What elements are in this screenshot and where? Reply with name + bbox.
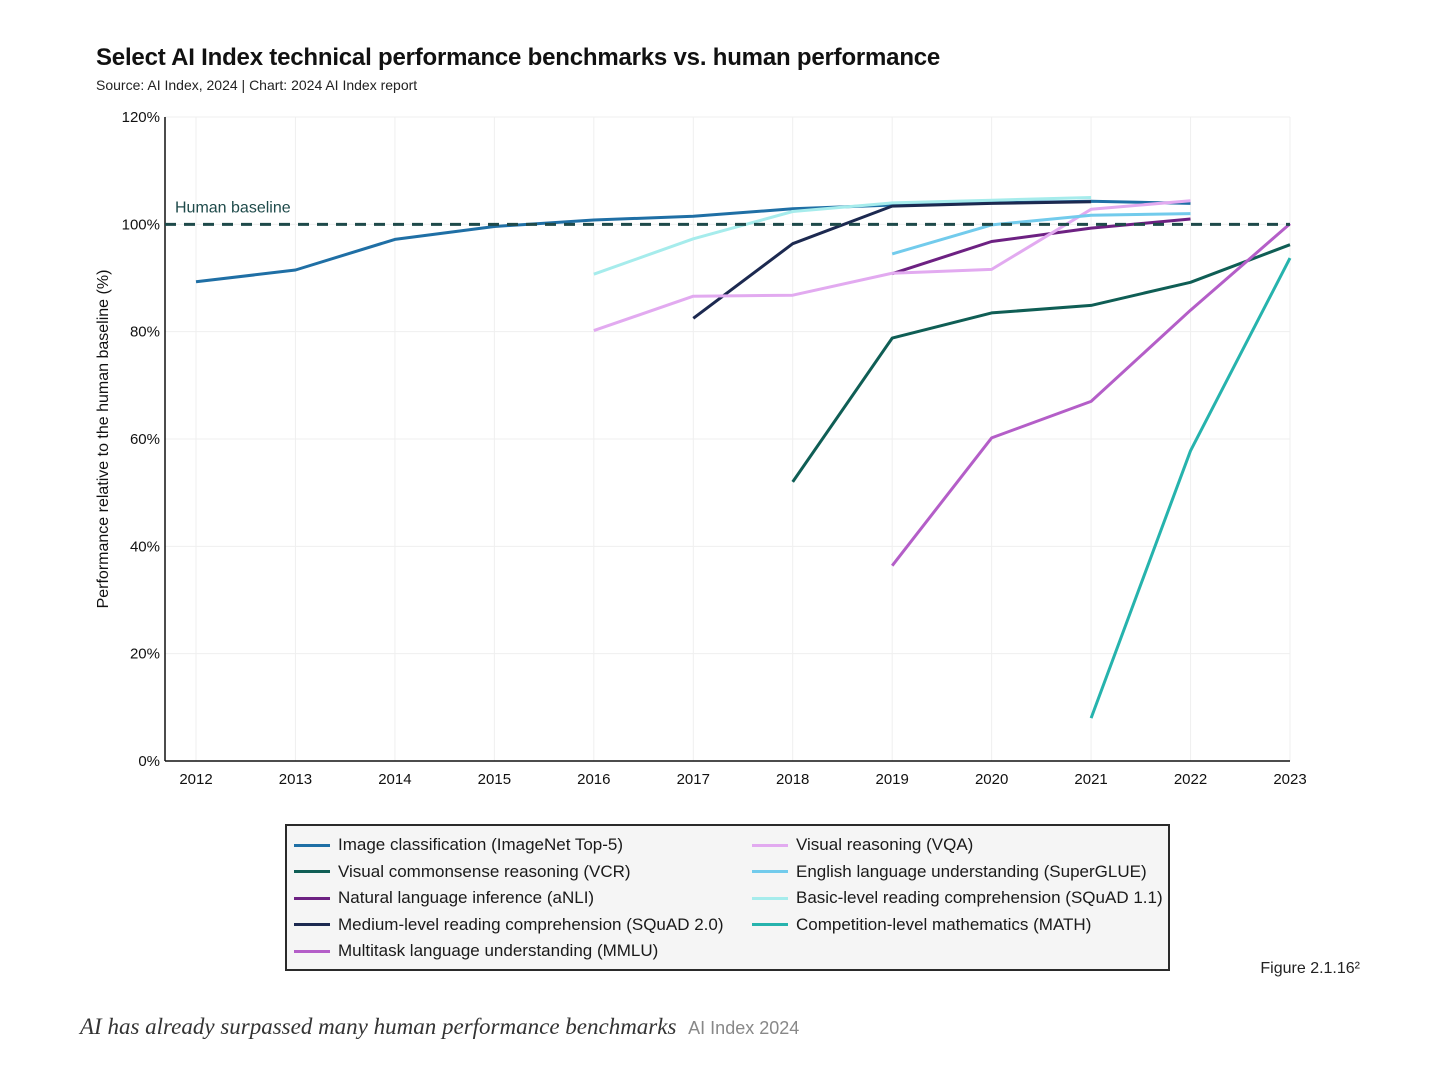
y-tick-label: 20% (130, 646, 160, 663)
x-tick-label: 2022 (1174, 771, 1207, 788)
caption-text: AI has already surpassed many human perf… (80, 1014, 677, 1039)
x-tick-label: 2014 (378, 771, 411, 788)
y-tick-label: 100% (122, 216, 160, 233)
human-baseline-label: Human baseline (175, 199, 291, 216)
y-axis-title: Performance relative to the human baseli… (95, 270, 112, 609)
y-tick-label: 60% (130, 431, 160, 448)
legend-item: Visual commonsense reasoning (VCR) (294, 862, 631, 882)
legend-swatch (752, 923, 788, 926)
x-tick-label: 2021 (1074, 771, 1107, 788)
series-line (891, 222, 1291, 567)
legend-label: Natural language inference (aNLI) (338, 888, 595, 907)
y-tick-label: 80% (130, 324, 160, 341)
legend-swatch (294, 870, 330, 873)
legend-item: English language understanding (SuperGLU… (752, 862, 1147, 882)
series-line (593, 199, 1191, 333)
x-tick-label: 2018 (776, 771, 809, 788)
x-tick-label: 2015 (478, 771, 511, 788)
legend-swatch (294, 843, 330, 847)
caption: AI has already surpassed many human perf… (80, 1014, 799, 1040)
legend-item: Competition-level mathematics (MATH) (752, 915, 1091, 935)
legend-item: Natural language inference (aNLI) (294, 888, 594, 908)
legend-swatch (294, 896, 330, 900)
legend-item: Medium-level reading comprehension (SQuA… (294, 915, 724, 935)
legend-label: Medium-level reading comprehension (SQuA… (338, 914, 724, 934)
legend-swatch (752, 843, 788, 847)
legend-item: Multitask language understanding (MMLU) (294, 941, 658, 961)
legend-label: Visual reasoning (VQA) (796, 835, 974, 854)
legend-item: Basic-level reading comprehension (SQuAD… (752, 888, 1163, 908)
series-line (891, 217, 1191, 276)
series-line (692, 200, 1092, 320)
legend-swatch (294, 923, 330, 926)
series-line (891, 212, 1191, 256)
y-tick-label: 40% (130, 538, 160, 555)
caption-credit: AI Index 2024 (688, 1018, 800, 1038)
legend-label: Image classification (ImageNet Top-5) (338, 835, 624, 854)
series-line (593, 196, 1092, 276)
legend-label: Visual commonsense reasoning (VCR) (338, 861, 631, 881)
legend-label: Basic-level reading comprehension (SQuAD… (796, 888, 1163, 907)
legend-label: Multitask language understanding (MMLU) (338, 941, 659, 960)
x-tick-label: 2019 (875, 771, 908, 788)
x-tick-label: 2013 (279, 771, 312, 788)
legend-item: Image classification (ImageNet Top-5) (294, 835, 623, 855)
series-line (1089, 257, 1292, 719)
legend-swatch (294, 949, 330, 953)
legend-swatch (752, 870, 788, 873)
chart-legend: Image classification (ImageNet Top-5) Vis… (285, 824, 1170, 971)
x-tick-label: 2023 (1273, 771, 1306, 788)
series-line (791, 243, 1291, 483)
y-tick-label: 0% (138, 753, 160, 770)
x-tick-label: 2012 (179, 771, 212, 788)
chart-title: Select AI Index technical performance be… (96, 44, 941, 71)
figure-number: Figure 2.1.16² (1260, 960, 1360, 977)
legend-label: Competition-level mathematics (MATH) (796, 914, 1092, 934)
x-tick-label: 2016 (577, 771, 610, 788)
legend-swatch (752, 896, 788, 900)
legend-item: Visual reasoning (VQA) (752, 835, 973, 855)
chart-source: Source: AI Index, 2024 | Chart: 2024 AI … (96, 77, 418, 93)
y-tick-label: 120% (122, 109, 160, 126)
legend-label: English language understanding (SuperGLU… (796, 861, 1147, 881)
x-tick-label: 2017 (677, 771, 710, 788)
x-tick-label: 2020 (975, 771, 1008, 788)
